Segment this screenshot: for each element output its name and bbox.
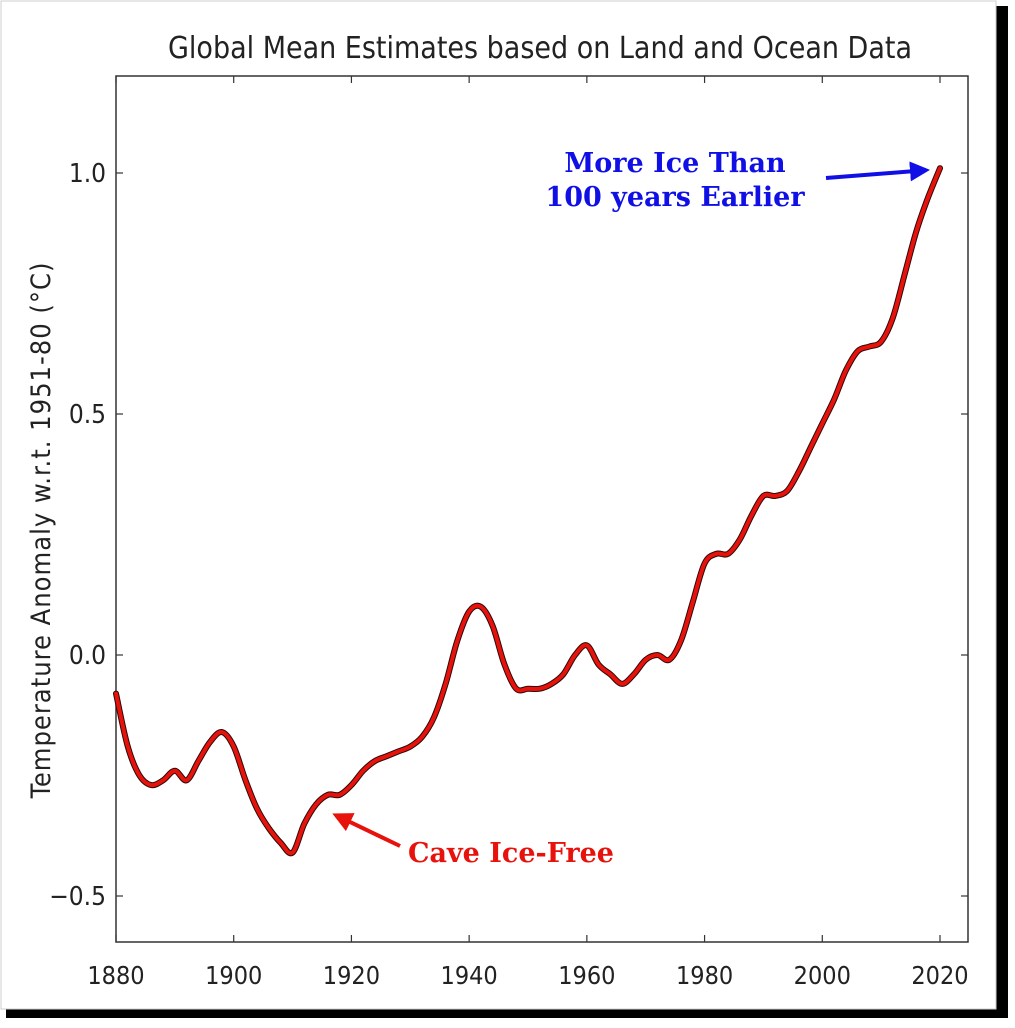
chart-title: Global Mean Estimates based on Land and …	[168, 31, 912, 66]
series-layer	[113, 165, 943, 857]
x-tick-label: 1900	[205, 961, 262, 990]
y-tick-label: 1.0	[69, 159, 106, 189]
page-border	[0, 0, 997, 1010]
page-shadow	[996, 6, 1008, 1016]
annotation-cave-ice-free: Cave Ice-Free	[408, 838, 614, 869]
y-tick-label: 0.0	[69, 641, 106, 671]
plot-area	[115, 75, 969, 943]
x-tick-label: 2000	[794, 961, 851, 990]
y-tick-label: 0.5	[69, 400, 106, 430]
y-tick-label: −0.5	[49, 882, 106, 912]
page-shadow-bottom	[6, 1008, 1008, 1018]
x-tick-label: 1940	[441, 961, 498, 990]
x-tick-label: 1920	[323, 961, 380, 990]
x-tick-label: 1960	[558, 961, 615, 990]
axis-ticks	[115, 76, 968, 942]
x-tick-label: 1880	[87, 961, 144, 990]
annotation-more-ice-line2: 100 years Earlier	[545, 182, 805, 213]
series-line	[114, 166, 942, 856]
annotation-arrow-red	[332, 813, 401, 848]
annotation-more-ice-line1: More Ice Than	[564, 148, 786, 179]
x-tick-label: 2020	[911, 961, 968, 990]
x-tick-label: 1980	[676, 961, 733, 990]
axis-tick-labels: 1880 1900 1920 1940 1960 1980 2000 2020 −0.5 0.0 0…	[49, 159, 968, 990]
annotation-arrow-blue	[825, 161, 930, 182]
y-axis-label: Temperature Anomaly w.r.t. 1951-80 (°C)	[26, 262, 57, 800]
